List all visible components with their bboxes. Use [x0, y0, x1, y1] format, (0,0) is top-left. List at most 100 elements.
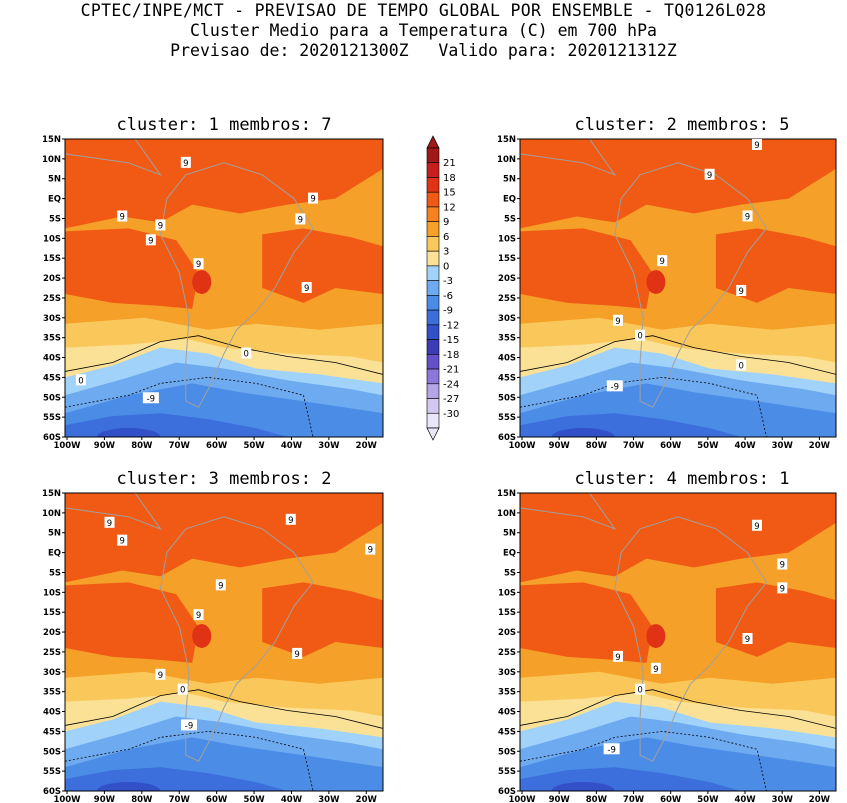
colorbar-swatch — [426, 398, 440, 414]
zero-contour — [65, 689, 383, 729]
lon-tick-label: 70W — [623, 795, 645, 803]
lon-tick-label: 20W — [356, 441, 378, 451]
lon-tick-label: 30W — [772, 795, 794, 803]
lat-tick-label: 45S — [498, 727, 516, 737]
contour-label: 9 — [120, 537, 125, 547]
colorbar-swatch — [426, 250, 440, 267]
coastline — [159, 162, 314, 408]
lat-tick-label: 40S — [498, 354, 516, 364]
lat-tick-label: 10S — [43, 588, 61, 598]
colorbar: 21 18 15 12 9 6 3 0 -3 -6 -9 -12 -15 -18 -21 -24 -27 -30 — [426, 135, 459, 441]
contour-label: 9 — [158, 671, 163, 681]
lat-tick-label: 15S — [43, 608, 61, 618]
map-frame — [519, 138, 837, 438]
warm-band-west — [520, 228, 653, 309]
lon-tick-label: 100W — [508, 795, 536, 803]
lon-tick-label: 80W — [586, 795, 608, 803]
zero-contour — [65, 335, 383, 375]
map-frame — [519, 492, 837, 792]
contour-label: 9 — [196, 260, 201, 270]
contour-label: 9 — [653, 665, 658, 675]
lat-tick-label: 20S — [498, 628, 516, 638]
lon-tick-label: 80W — [131, 441, 153, 451]
lat-tick-label: 15S — [498, 608, 516, 618]
lat-tick-label: EQ — [48, 549, 61, 559]
colorbar-swatch — [426, 339, 440, 355]
warm-band-east — [262, 582, 383, 657]
contour-label: 9 — [107, 519, 112, 529]
lat-tick-label: 10N — [42, 509, 61, 519]
lat-tick-label: 30S — [498, 314, 516, 324]
temperature-field — [65, 139, 383, 437]
lat-tick-label: 15N — [42, 489, 61, 499]
lat-tick-label: 10S — [498, 234, 516, 244]
colorbar-label: -12 — [443, 320, 459, 331]
lat-tick-label: 10S — [43, 234, 61, 244]
contour-label: 0 — [180, 686, 185, 696]
map-panel-1: cluster: 1 membros: 7 15N 10N 5N EQ 5S 10S 15S 2… — [42, 115, 384, 451]
lat-tick-label: 50S — [498, 393, 516, 403]
contour-label: 0 — [244, 350, 249, 360]
lon-tick-label: 50W — [697, 441, 719, 451]
contour-label: 9 — [368, 546, 373, 556]
contour-label: 9 — [707, 171, 712, 181]
map-panel-3: cluster: 3 membros: 2 15N 10N 5N EQ 5S 10S 15S 2… — [42, 469, 384, 803]
lat-tick-label: 50S — [43, 393, 61, 403]
lon-tick-label: 80W — [131, 795, 153, 803]
header-line-3: Previsao de: 2020121300Z Valido para: 20… — [170, 41, 677, 60]
lat-tick-label: 25S — [43, 294, 61, 304]
lat-tick-label: 50S — [43, 747, 61, 757]
lon-tick-label: 90W — [549, 441, 571, 451]
warm-band-east — [262, 228, 383, 303]
temperature-field — [520, 139, 836, 437]
warm-band-west — [65, 582, 199, 663]
contour-label: 9 — [780, 584, 785, 594]
colorbar-label: -6 — [443, 291, 453, 302]
contour-label: -9 — [185, 721, 193, 731]
warm-band-north — [65, 493, 383, 583]
lon-tick-label: 70W — [169, 795, 191, 803]
minus9-contour — [65, 730, 314, 791]
lon-tick-label: 60W — [206, 795, 228, 803]
lat-tick-label: 55S — [498, 767, 516, 777]
warm-band-north — [520, 139, 836, 229]
lat-tick-label: 15N — [497, 489, 516, 499]
contour-label: 9 — [288, 516, 293, 526]
lat-tick-label: 55S — [43, 413, 61, 423]
lat-tick-label: 5S — [504, 214, 516, 224]
lat-tick-label: 30S — [43, 668, 61, 678]
contour-label: 9 — [754, 141, 759, 151]
temperature-field — [520, 493, 836, 791]
lat-tick-label: 15N — [42, 135, 61, 145]
panel-title: cluster: 4 membros: 1 — [575, 469, 790, 489]
lat-tick-label: 35S — [43, 334, 61, 344]
lat-tick-label: 35S — [43, 688, 61, 698]
contour-label: 9 — [310, 195, 315, 205]
panel-title: cluster: 2 membros: 5 — [575, 115, 790, 135]
lat-tick-label: 45S — [43, 727, 61, 737]
lat-tick-label: 25S — [43, 648, 61, 658]
lon-tick-label: 30W — [318, 795, 340, 803]
contour-label: 9 — [745, 212, 750, 222]
lon-tick-label: 20W — [356, 795, 378, 803]
contour-label: 0 — [637, 332, 642, 342]
lat-tick-label: 35S — [498, 334, 516, 344]
minus9-contour — [65, 376, 314, 437]
lon-tick-label: 100W — [53, 441, 81, 451]
colorbar-label: -3 — [443, 276, 453, 287]
contour-label: 0 — [637, 686, 642, 696]
lat-tick-label: EQ — [503, 549, 516, 559]
colorbar-swatch — [426, 354, 440, 370]
zero-contour — [520, 335, 836, 375]
colorbar-swatch — [426, 221, 440, 237]
warm-band-north — [65, 139, 383, 229]
lon-tick-label: 60W — [206, 441, 228, 451]
contour-label: 9 — [158, 221, 163, 231]
contour-label: -9 — [607, 745, 615, 755]
colorbar-swatch — [426, 309, 440, 326]
lon-tick-label: 30W — [772, 441, 794, 451]
lat-tick-label: 5N — [503, 529, 516, 539]
colorbar-label: -27 — [443, 394, 459, 405]
contour-label: 9 — [183, 159, 188, 169]
